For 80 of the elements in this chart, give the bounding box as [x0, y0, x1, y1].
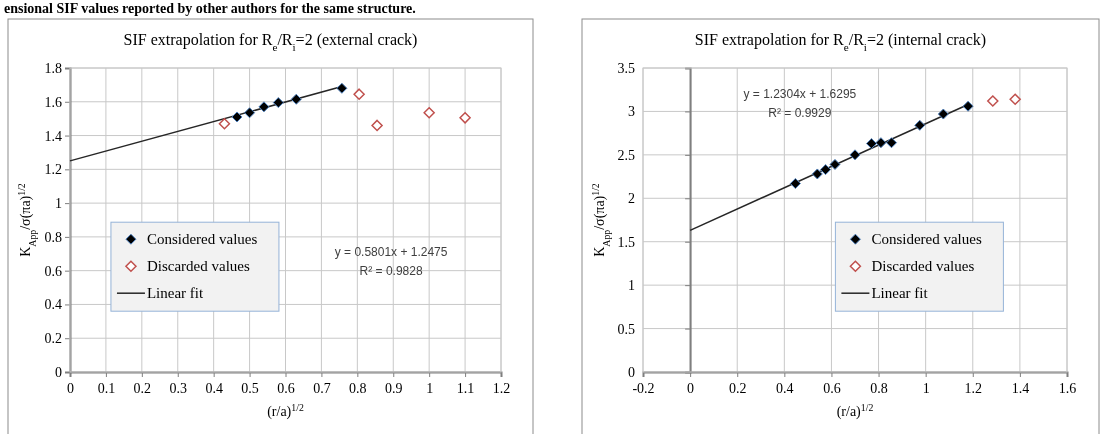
x-tick-label: 0.2 — [133, 381, 152, 397]
y-tick-label: 0.2 — [44, 331, 62, 347]
point — [886, 137, 898, 149]
y-tick-label: 1.6 — [44, 94, 62, 110]
x-tick-label: 0.6 — [277, 381, 295, 397]
y-tick-label: 1.8 — [44, 60, 62, 76]
y-tick-label: 2 — [628, 191, 635, 207]
x-tick-label: 0.8 — [870, 381, 888, 397]
x-tick-label: 0.7 — [313, 381, 331, 397]
chart-title: SIF extrapolation for R$_{e}$/R$_{i}$=2 (internal crack) — [694, 31, 987, 53]
x-tick-label: 1.4 — [1011, 381, 1030, 397]
annotation: y = 1.2304x + 1.6295 — [743, 87, 857, 102]
y-tick-label: 0.8 — [44, 229, 62, 245]
y-tick-label: 0 — [628, 364, 635, 380]
x-tick-label: 0.3 — [169, 381, 187, 397]
y-tick-label: 0.4 — [44, 297, 62, 313]
y-tick-label: 0.6 — [44, 263, 62, 279]
point — [272, 97, 284, 109]
point — [336, 82, 348, 94]
point — [829, 158, 841, 170]
point — [290, 93, 302, 105]
point — [937, 108, 949, 120]
point — [789, 178, 801, 190]
x-tick-label: 0.4 — [776, 381, 794, 397]
point — [962, 100, 974, 112]
y-tick-label: 1 — [628, 278, 635, 294]
legend-label: Linear fit — [871, 285, 929, 302]
x-tick-label: 0.4 — [205, 381, 223, 397]
x-tick-label: 0 — [687, 381, 695, 397]
point — [218, 117, 231, 130]
x-tick-label: 0.2 — [728, 381, 747, 397]
text: ensional SIF values reported by other authors for the same structure. — [4, 1, 416, 16]
point — [865, 138, 877, 150]
x-tick-label: 1 — [426, 381, 434, 397]
point — [849, 149, 861, 161]
x-tick-label: 0.5 — [241, 381, 259, 397]
point — [459, 112, 471, 124]
point — [820, 164, 832, 176]
y-tick-label: 0 — [55, 364, 62, 380]
x-axis-title: (r/a)$^{1/2}$ — [836, 401, 874, 420]
y-tick-label: 3.5 — [617, 60, 635, 76]
x-tick-label: 1 — [922, 381, 930, 397]
point — [353, 88, 365, 100]
annotation: R² = 0.9929 — [768, 105, 832, 120]
y-tick-label: 1.5 — [617, 234, 635, 250]
chart-title: SIF extrapolation for R$_{e}$/R$_{i}$=2 (external crack) — [123, 31, 418, 53]
point — [875, 137, 887, 149]
x-tick-label: 0.6 — [823, 381, 841, 397]
x-tick-label: 1.2 — [964, 381, 983, 397]
legend-label: Considered values — [871, 231, 982, 248]
x-tick-label: 1.1 — [456, 381, 475, 397]
annotation: R² = 0.9828 — [359, 263, 423, 278]
y-tick-label: 2.5 — [617, 147, 635, 163]
legend-label: Discarded values — [871, 258, 975, 275]
x-tick-label: 1.6 — [1058, 381, 1077, 397]
point — [914, 119, 926, 131]
x-tick-label: 0 — [67, 381, 74, 397]
y-tick-label: 1.4 — [44, 128, 62, 144]
point — [244, 107, 256, 119]
annotation: y = 0.5801x + 1.2475 — [334, 245, 448, 260]
x-tick-label: 1.2 — [492, 381, 511, 397]
x-tick-label: 0.1 — [97, 381, 116, 397]
y-tick-label: 1.2 — [44, 162, 62, 178]
legend-label: Discarded values — [146, 258, 250, 275]
point — [258, 101, 270, 113]
x-axis-title: (r/a)$^{1/2}$ — [267, 401, 304, 420]
point — [371, 119, 383, 132]
point — [987, 95, 999, 107]
x-tick-label: -0.2 — [632, 381, 655, 397]
y-tick-label: 0.5 — [617, 321, 635, 337]
point — [811, 168, 823, 180]
y-tick-label: 1 — [55, 196, 62, 212]
point — [231, 111, 243, 123]
x-tick-label: 0.9 — [385, 381, 403, 397]
legend-label: Linear fit — [146, 285, 204, 302]
y-tick-label: 3 — [628, 104, 635, 120]
point — [423, 107, 435, 119]
point — [1009, 93, 1021, 106]
x-tick-label: 0.8 — [349, 381, 367, 397]
legend-label: Considered values — [146, 231, 258, 248]
